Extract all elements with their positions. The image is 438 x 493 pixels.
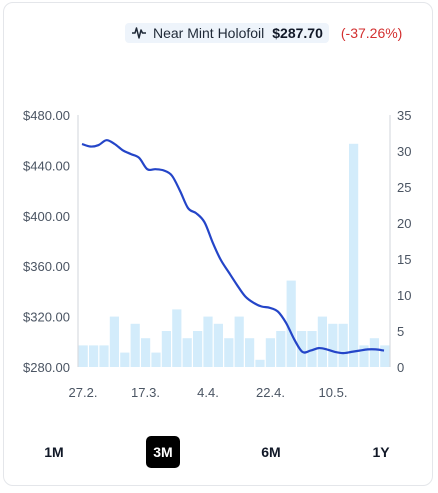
volume-bar: [349, 143, 359, 367]
price-chart: $480.00 $440.00 $400.00 $360.00 $320.00 $280.…: [23, 108, 411, 400]
range-button-6m[interactable]: 6M: [261, 444, 281, 460]
volume-bar: [193, 331, 203, 367]
volume-bar: [317, 316, 327, 367]
volume-bar: [120, 352, 130, 367]
volume-bar: [172, 309, 182, 367]
volume-bar: [234, 316, 244, 367]
time-range-selector: 1M 3M 6M 1Y: [0, 436, 438, 468]
chart-card: [3, 2, 433, 486]
volume-bar: [224, 338, 234, 367]
x-axis-tick: 17.3.: [131, 385, 160, 400]
price-axis-tick: $280.00: [23, 360, 70, 375]
volume-axis-tick: 5: [397, 324, 404, 339]
chart-legend: Near Mint Holofoil $287.70 (-37.26%): [125, 22, 402, 44]
volume-bar: [109, 316, 119, 367]
volume-bar: [161, 331, 171, 367]
volume-bar: [203, 316, 213, 367]
volume-bar: [78, 345, 88, 367]
line-chart-icon: [131, 26, 147, 40]
volume-bar: [265, 338, 275, 367]
x-axis-tick: 4.4.: [197, 385, 219, 400]
price-axis-tick: $320.00: [23, 310, 70, 325]
volume-bar: [307, 331, 317, 367]
price-axis-tick: $400.00: [23, 209, 70, 224]
volume-bar: [286, 280, 296, 367]
volume-bar: [213, 323, 223, 367]
legend-price: $287.70: [272, 25, 323, 41]
volume-axis-tick: 0: [397, 360, 404, 375]
x-axis-tick: 10.5.: [319, 385, 348, 400]
range-button-1m[interactable]: 1M: [44, 444, 64, 460]
volume-bar: [130, 323, 140, 367]
volume-bar: [141, 338, 151, 367]
volume-axis-tick: 30: [397, 144, 411, 159]
price-axis-tick: $360.00: [23, 259, 70, 274]
volume-axis-tick: 35: [397, 108, 411, 123]
volume-bar: [89, 345, 99, 367]
legend-change: (-37.26%): [340, 25, 403, 41]
volume-bar: [99, 345, 109, 367]
volume-bar: [151, 352, 161, 367]
volume-bar: [245, 338, 255, 367]
volume-bar: [297, 331, 307, 367]
volume-bar: [276, 331, 286, 367]
x-axis-tick: 27.2.: [69, 385, 98, 400]
legend-pill[interactable]: Near Mint Holofoil $287.70: [125, 23, 329, 43]
volume-bar: [255, 359, 265, 367]
volume-bar: [338, 323, 348, 367]
volume-bar: [182, 338, 192, 367]
volume-bar: [369, 338, 379, 367]
range-button-3m[interactable]: 3M: [146, 436, 180, 468]
volume-axis-tick: 10: [397, 288, 411, 303]
legend-series-name: Near Mint Holofoil: [153, 25, 265, 41]
price-axis-tick: $440.00: [23, 158, 70, 173]
volume-axis-tick: 25: [397, 180, 411, 195]
volume-bar: [328, 323, 338, 367]
range-button-1y[interactable]: 1Y: [372, 444, 390, 460]
volume-bar: [359, 345, 369, 367]
volume-axis-tick: 20: [397, 216, 411, 231]
x-axis-tick: 22.4.: [256, 385, 285, 400]
price-line: [81, 139, 385, 355]
price-axis-tick: $480.00: [23, 108, 70, 123]
volume-axis-tick: 15: [397, 252, 411, 267]
volume-bar: [380, 345, 390, 367]
